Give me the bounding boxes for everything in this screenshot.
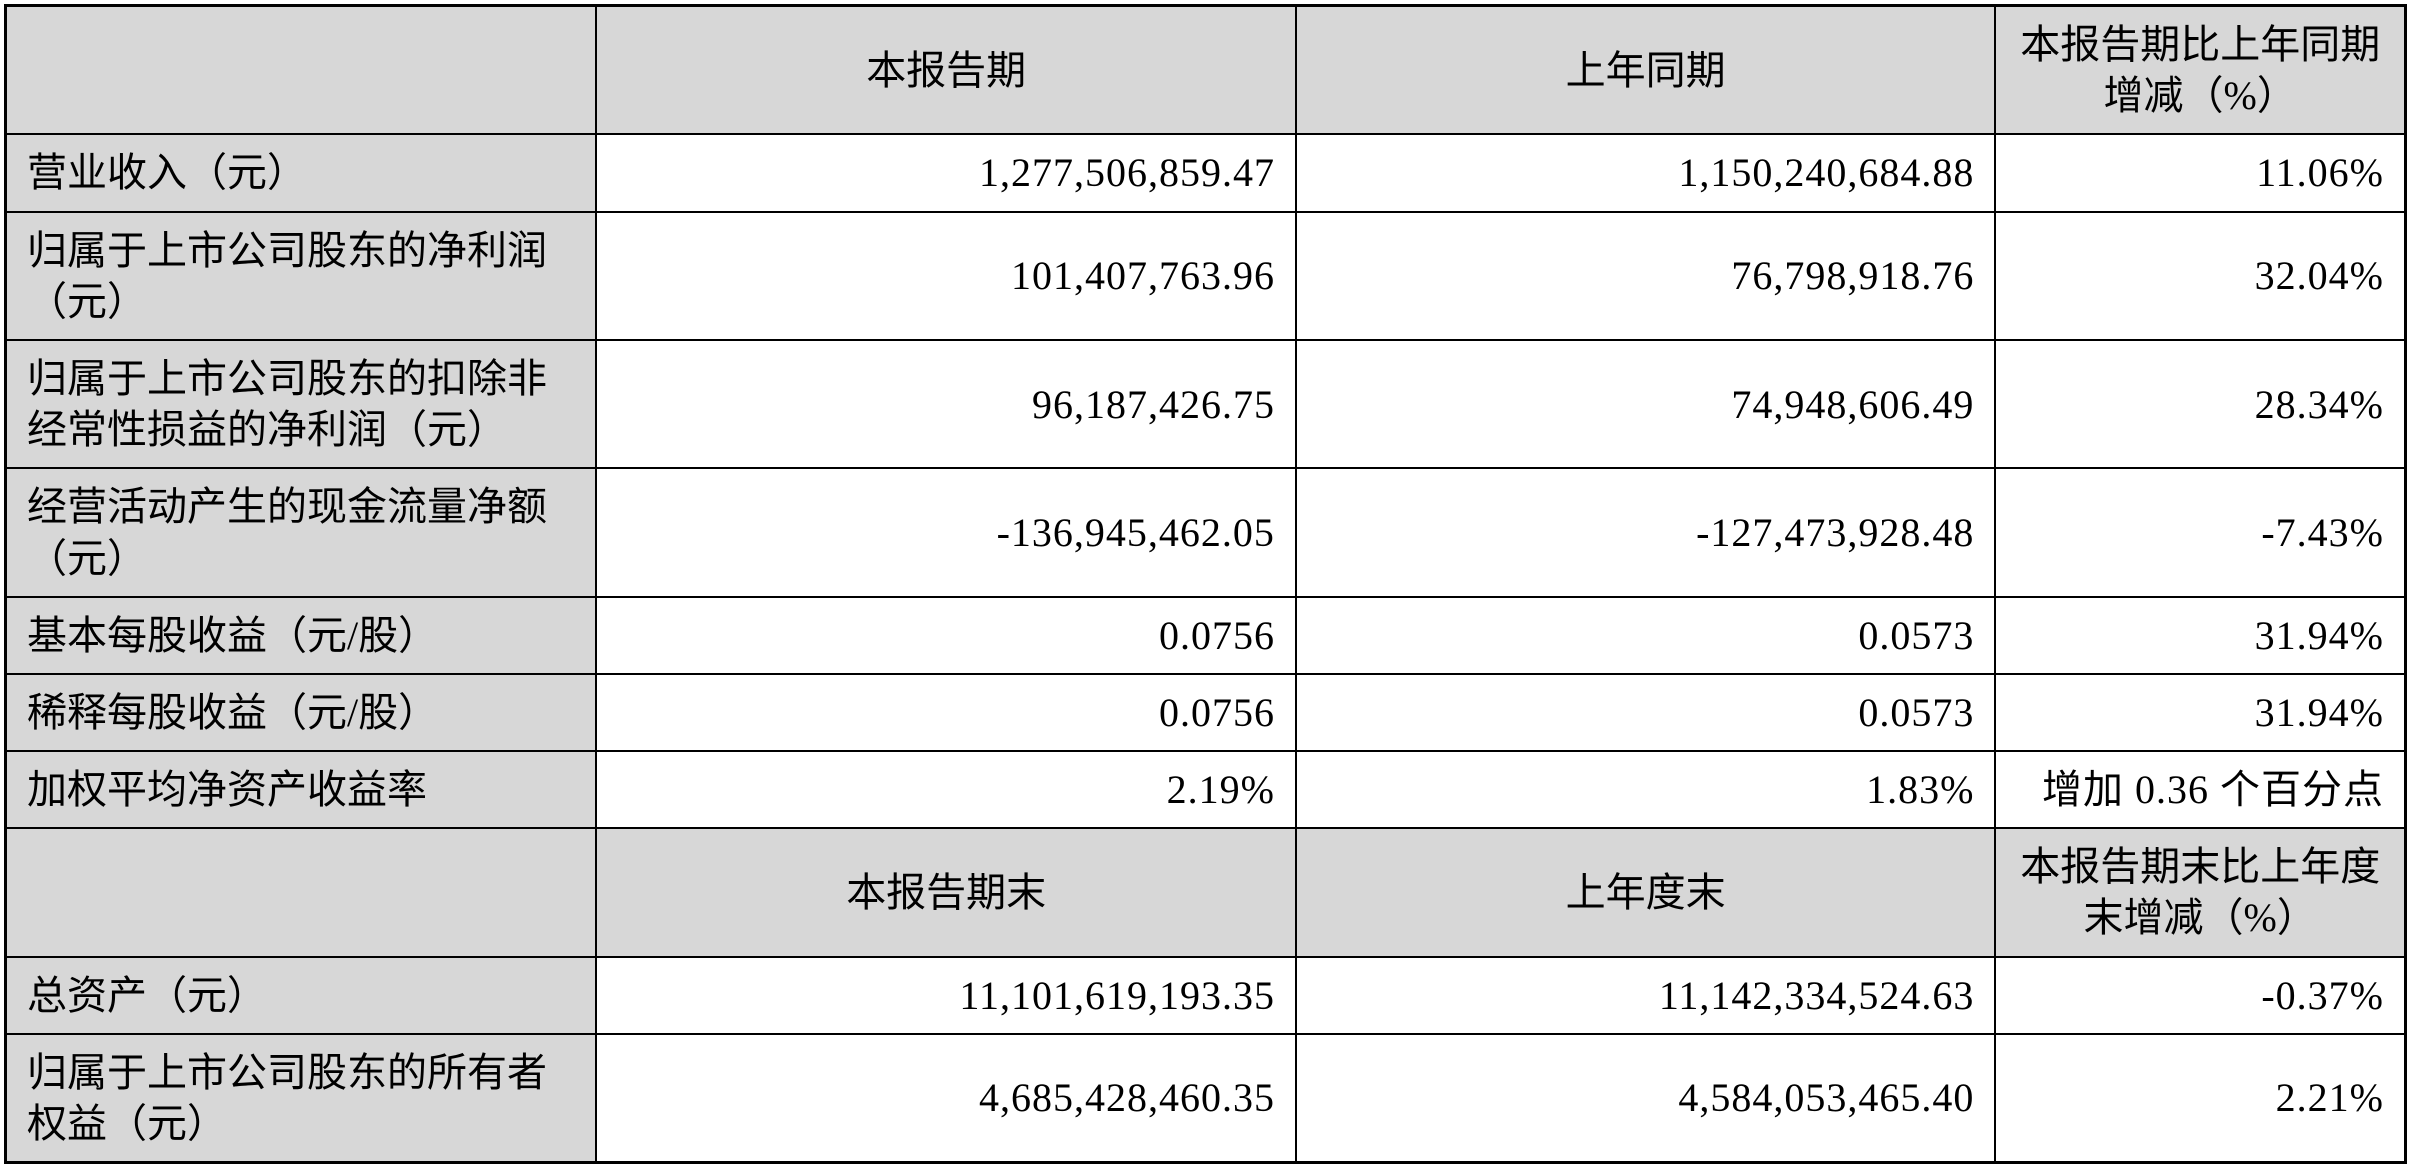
cell-prior: -127,473,928.48 (1296, 468, 1995, 596)
cell-current: 2.19% (596, 751, 1295, 828)
header-change-pct: 本报告期比上年同期增减（%） (1995, 6, 2405, 135)
cell-prior: 4,584,053,465.40 (1296, 1034, 1995, 1163)
header-prior-period: 上年同期 (1296, 6, 1995, 135)
header-blank (6, 6, 597, 135)
table-row: 总资产（元） 11,101,619,193.35 11,142,334,524.… (6, 957, 2406, 1034)
cell-current: 101,407,763.96 (596, 212, 1295, 340)
header-current-period: 本报告期 (596, 6, 1295, 135)
cell-change: 32.04% (1995, 212, 2405, 340)
cell-change: -0.37% (1995, 957, 2405, 1034)
table-row: 营业收入（元） 1,277,506,859.47 1,150,240,684.8… (6, 134, 2406, 211)
cell-change: 2.21% (1995, 1034, 2405, 1163)
cell-current: 4,685,428,460.35 (596, 1034, 1295, 1163)
table-row: 稀释每股收益（元/股） 0.0756 0.0573 31.94% (6, 674, 2406, 751)
cell-current: 11,101,619,193.35 (596, 957, 1295, 1034)
row-label: 归属于上市公司股东的所有者权益（元） (6, 1034, 597, 1163)
cell-change: 31.94% (1995, 674, 2405, 751)
cell-current: 96,187,426.75 (596, 340, 1295, 468)
row-label: 营业收入（元） (6, 134, 597, 211)
cell-prior: 0.0573 (1296, 674, 1995, 751)
cell-current: 1,277,506,859.47 (596, 134, 1295, 211)
row-label: 加权平均净资产收益率 (6, 751, 597, 828)
cell-change: 增加 0.36 个百分点 (1995, 751, 2405, 828)
cell-current: -136,945,462.05 (596, 468, 1295, 596)
table-row: 基本每股收益（元/股） 0.0756 0.0573 31.94% (6, 597, 2406, 674)
cell-current: 0.0756 (596, 597, 1295, 674)
cell-prior: 74,948,606.49 (1296, 340, 1995, 468)
cell-current: 0.0756 (596, 674, 1295, 751)
financial-table: 本报告期 上年同期 本报告期比上年同期增减（%） 营业收入（元） 1,277,5… (4, 4, 2407, 1164)
cell-prior: 76,798,918.76 (1296, 212, 1995, 340)
header-blank (6, 828, 597, 956)
table-row: 归属于上市公司股东的扣除非经常性损益的净利润（元） 96,187,426.75 … (6, 340, 2406, 468)
row-label: 经营活动产生的现金流量净额（元） (6, 468, 597, 596)
row-label: 稀释每股收益（元/股） (6, 674, 597, 751)
cell-change: 28.34% (1995, 340, 2405, 468)
table-row: 加权平均净资产收益率 2.19% 1.83% 增加 0.36 个百分点 (6, 751, 2406, 828)
cell-prior: 0.0573 (1296, 597, 1995, 674)
table-row: 归属于上市公司股东的所有者权益（元） 4,685,428,460.35 4,58… (6, 1034, 2406, 1163)
table-header-row: 本报告期 上年同期 本报告期比上年同期增减（%） (6, 6, 2406, 135)
row-label: 总资产（元） (6, 957, 597, 1034)
cell-prior: 11,142,334,524.63 (1296, 957, 1995, 1034)
cell-change: 11.06% (1995, 134, 2405, 211)
cell-prior: 1,150,240,684.88 (1296, 134, 1995, 211)
table-row: 经营活动产生的现金流量净额（元） -136,945,462.05 -127,47… (6, 468, 2406, 596)
row-label: 归属于上市公司股东的扣除非经常性损益的净利润（元） (6, 340, 597, 468)
table-row: 归属于上市公司股东的净利润（元） 101,407,763.96 76,798,9… (6, 212, 2406, 340)
header-period-end: 本报告期末 (596, 828, 1295, 956)
table-header-row: 本报告期末 上年度末 本报告期末比上年度末增减（%） (6, 828, 2406, 956)
cell-change: 31.94% (1995, 597, 2405, 674)
header-prior-year-end: 上年度末 (1296, 828, 1995, 956)
row-label: 归属于上市公司股东的净利润（元） (6, 212, 597, 340)
cell-change: -7.43% (1995, 468, 2405, 596)
cell-prior: 1.83% (1296, 751, 1995, 828)
header-change-pct: 本报告期末比上年度末增减（%） (1995, 828, 2405, 956)
row-label: 基本每股收益（元/股） (6, 597, 597, 674)
